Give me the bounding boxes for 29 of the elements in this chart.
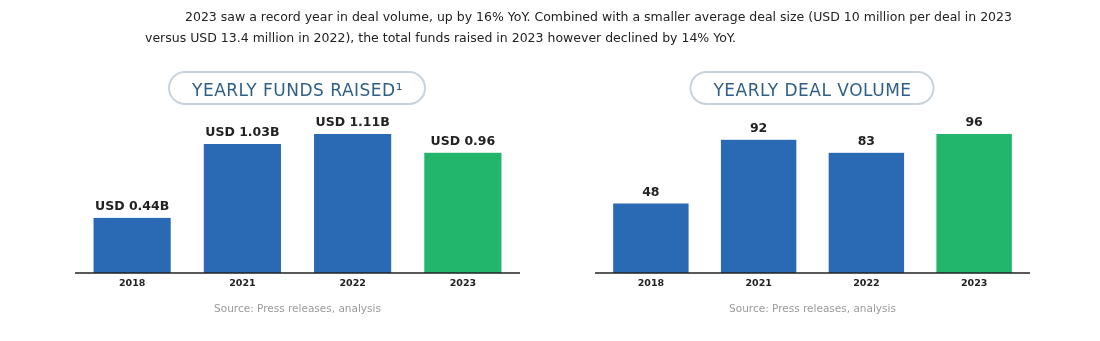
data-label: 48	[642, 183, 660, 199]
data-label: 83	[857, 132, 876, 148]
x-tick-label: 2021	[745, 276, 772, 288]
x-tick-label: 2018	[637, 276, 665, 288]
source-note: Source: Press releases, analysis	[214, 302, 381, 314]
bar	[828, 152, 905, 273]
bar	[93, 217, 171, 273]
chart-title: YEARLY DEAL VOLUME	[712, 80, 912, 100]
text: 2023 saw a record year in deal volume, up by 16% YoY. Combined with a smaller average deal size (USD 10 million per deal in 2023 versus USD 13.4 million in 2022), the total funds raised in 2023 however declined by 14% YoY.	[145, 8, 1013, 47]
x-tick-label: 2022	[853, 276, 880, 288]
chart-title: YEARLY FUNDS RAISED¹	[191, 80, 403, 100]
x-tick-label: 2021	[229, 276, 256, 288]
bar	[720, 139, 797, 273]
x-tick-label: 2023	[960, 276, 988, 288]
bar	[203, 144, 281, 273]
bar	[613, 203, 689, 273]
data-label: 96	[965, 114, 984, 129]
bar	[424, 152, 502, 273]
data-label: USD 1.11B	[315, 114, 390, 129]
bar	[314, 134, 392, 273]
data-label: USD 0.96	[430, 132, 496, 148]
x-tick-label: 2022	[339, 276, 366, 288]
source-note: Source: Press releases, analysis	[729, 302, 896, 314]
data-label: USD 1.03B	[205, 124, 280, 140]
bar	[936, 134, 1012, 273]
x-tick-label: 2023	[449, 276, 477, 288]
data-label: USD 0.44B	[95, 197, 170, 213]
data-label: 92	[749, 119, 768, 135]
x-tick-label: 2018	[118, 276, 146, 288]
